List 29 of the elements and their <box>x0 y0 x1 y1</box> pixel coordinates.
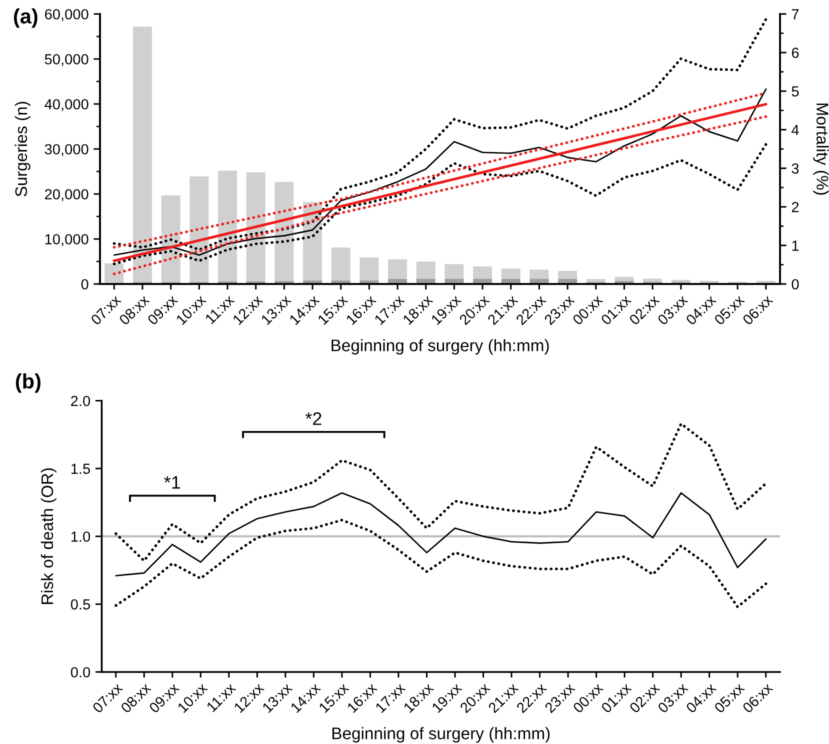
y2-tick-label: 3 <box>792 163 799 174</box>
y-tick-label: 20,000 <box>45 189 88 202</box>
y2-tick-label: 2 <box>792 202 799 212</box>
y-tick-label: 0.0 <box>70 667 90 678</box>
y-tick-label: 50,000 <box>44 54 88 66</box>
y-tick-label: 40,000 <box>44 99 88 112</box>
x-axis-title: Beginning of surgery (hh:mm) <box>332 339 549 355</box>
y-axis-title: Risk of death (OR) <box>40 468 56 604</box>
y2-tick-label: 0 <box>792 279 799 290</box>
annotation: *2 <box>305 412 322 425</box>
chart-title: (b) <box>16 373 40 393</box>
y-tick-label: 0.5 <box>70 599 90 610</box>
y-tick-label: 1.0 <box>71 531 90 542</box>
y-tick-label: 60,000 <box>45 9 88 22</box>
y-tick-label: 10,000 <box>45 234 88 246</box>
y-tick-label: 0 <box>81 279 88 290</box>
y2-tick-label: 6 <box>792 48 799 58</box>
annotation: *1 <box>164 476 180 489</box>
y2-tick-label: 1 <box>792 240 799 251</box>
y2-axis-title: Mortality (%) <box>813 104 829 195</box>
y2-tick-label: 7 <box>792 9 799 20</box>
y-tick-label: 2.0 <box>71 396 90 406</box>
x-axis-title: Beginning of surgery (hh:mm) <box>332 727 550 743</box>
y-tick-label: 30,000 <box>44 144 88 156</box>
y-tick-label: 1.5 <box>71 464 90 474</box>
y2-tick-label: 4 <box>792 124 799 135</box>
y2-tick-label: 5 <box>792 86 799 97</box>
y-axis-title: Surgeries (n) <box>14 102 30 196</box>
chart-title: (a) <box>14 8 38 28</box>
